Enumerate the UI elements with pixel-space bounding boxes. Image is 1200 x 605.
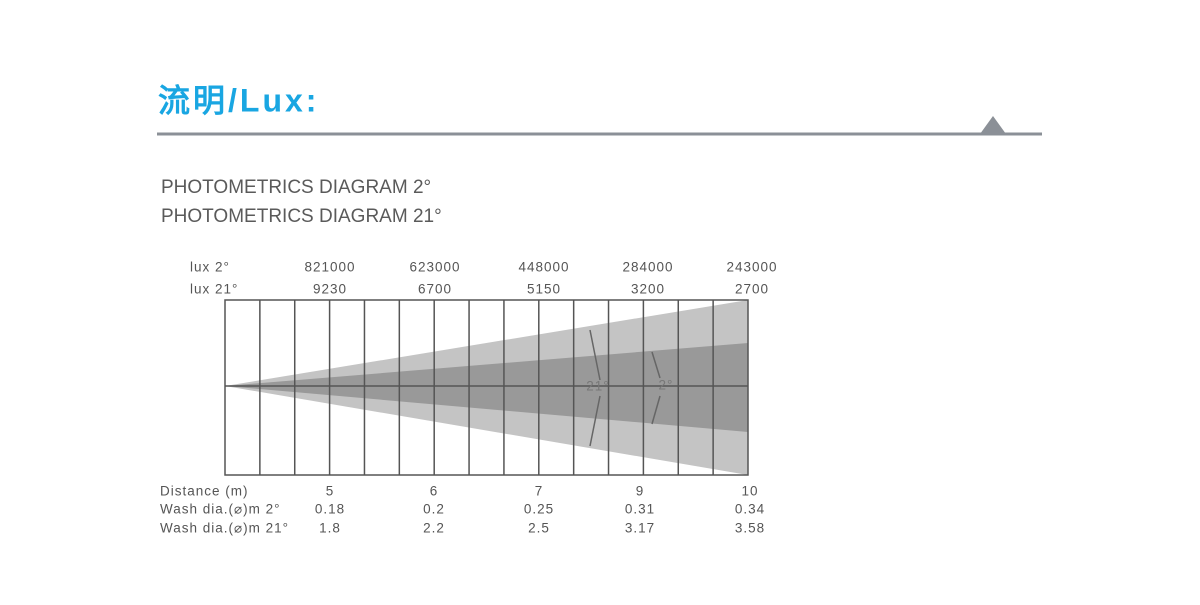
lux-value: 6700 (418, 282, 452, 297)
diagram-border (224, 299, 749, 476)
subtitle: PHOTOMETRICS DIAGRAM 2° (161, 177, 431, 198)
row-label: lux 21° (190, 282, 238, 297)
row-label: Distance (m) (160, 484, 249, 499)
table-value: 2.5 (528, 521, 550, 536)
lux-value: 5150 (527, 282, 561, 297)
lux-value: 9230 (313, 282, 347, 297)
table-value: 1.8 (319, 521, 341, 536)
row-label: lux 2° (190, 260, 230, 275)
beam-21-arrow (589, 329, 601, 447)
title: 流明/Lux: (158, 82, 319, 118)
table-value: 9 (636, 484, 645, 499)
table-value: 2.2 (423, 521, 445, 536)
beam-label: 2° (659, 378, 674, 393)
beam-2 (225, 343, 748, 432)
table-value: 5 (326, 484, 335, 499)
lux-value: 821000 (304, 260, 355, 275)
lux-value: 2700 (735, 282, 769, 297)
beam-diagram: 21° 2° (224, 299, 749, 476)
table-value: 7 (535, 484, 544, 499)
row-label: Wash dia.(⌀)m 2° (160, 502, 281, 517)
table-value: 0.34 (735, 502, 765, 517)
lux-value: 284000 (622, 260, 673, 275)
rule-marker (980, 116, 1006, 134)
table-value: 0.2 (423, 502, 445, 517)
beam-2-arrow (651, 351, 661, 425)
table-value: 0.25 (524, 502, 554, 517)
lux-value: 448000 (518, 260, 569, 275)
table-value: 6 (430, 484, 439, 499)
table-value: 3.58 (735, 521, 765, 536)
table-value: 0.31 (625, 502, 655, 517)
grid (259, 300, 714, 475)
lux-value: 243000 (726, 260, 777, 275)
lux-value: 3200 (631, 282, 665, 297)
subtitle: PHOTOMETRICS DIAGRAM 21° (161, 206, 442, 227)
table-value: 3.17 (625, 521, 655, 536)
beam-label: 21° (586, 379, 609, 394)
table-value: 0.18 (315, 502, 345, 517)
lux-value: 623000 (409, 260, 460, 275)
row-label: Wash dia.(⌀)m 21° (160, 521, 289, 536)
table-value: 10 (741, 484, 758, 499)
